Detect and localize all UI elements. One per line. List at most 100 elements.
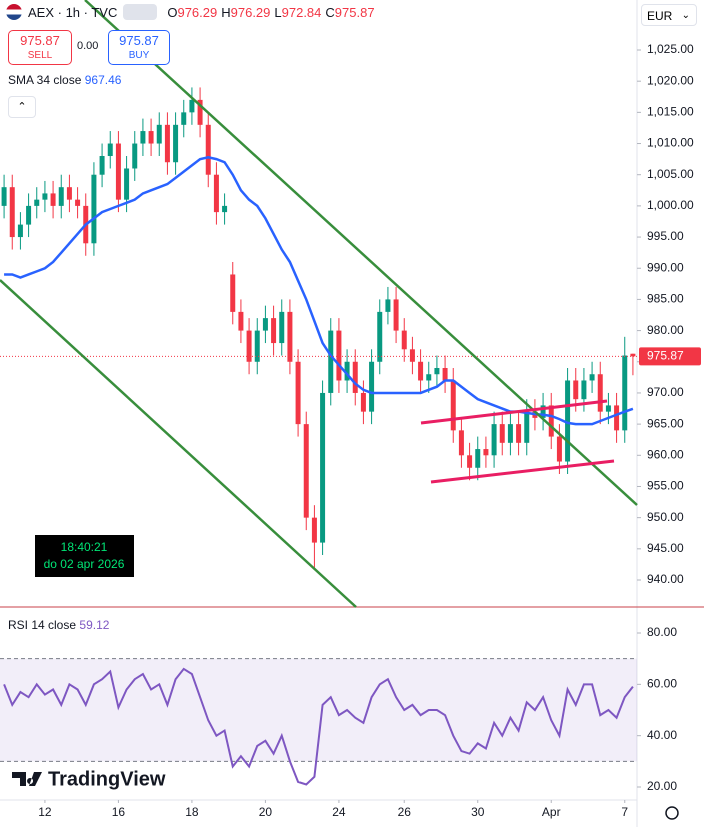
candle-body bbox=[401, 330, 407, 350]
ohlc: O976.29 H976.29 L972.84 C975.87 bbox=[163, 5, 374, 20]
buy-button[interactable]: 975.87 BUY bbox=[108, 30, 170, 65]
status-badge bbox=[123, 4, 158, 20]
x-tick-label: 16 bbox=[112, 805, 126, 819]
candle-body bbox=[156, 124, 162, 144]
x-tick-label: 30 bbox=[471, 805, 485, 819]
candle-body bbox=[205, 124, 211, 175]
candle-body bbox=[197, 99, 203, 125]
chevron: ⌄ bbox=[681, 10, 690, 21]
sma-legend: SMA 34 close 967.46 bbox=[8, 73, 121, 87]
candle-body bbox=[99, 156, 105, 175]
logo: TradingView bbox=[12, 768, 166, 790]
rsi-line bbox=[3, 667, 634, 786]
trend-line bbox=[0, 279, 357, 608]
symbol: AEX · 1h · TVC bbox=[28, 4, 118, 20]
candle-body bbox=[434, 368, 440, 375]
candle-body bbox=[246, 330, 252, 362]
candle-body bbox=[320, 392, 326, 543]
candle-body bbox=[589, 374, 595, 381]
y-tick-label: 945.00 bbox=[647, 541, 684, 555]
y-tick-label: 970.00 bbox=[647, 385, 684, 399]
y-tick-label: 1,015.00 bbox=[647, 105, 694, 119]
candle-body bbox=[140, 131, 146, 144]
candle-body bbox=[34, 199, 40, 206]
candle-body bbox=[50, 193, 56, 206]
sma-line bbox=[4, 155, 634, 426]
tooltip-date: do 02 apr 2026 bbox=[44, 557, 125, 571]
candle-body bbox=[597, 374, 603, 412]
candle-body bbox=[328, 330, 334, 393]
x-tick-label: 20 bbox=[259, 805, 273, 819]
candle-body bbox=[58, 187, 64, 206]
currency-button[interactable]: EUR ⌄ bbox=[641, 4, 697, 26]
candle-body bbox=[565, 380, 571, 462]
y-tick-label: 995.00 bbox=[647, 229, 684, 243]
candle-body bbox=[124, 168, 130, 200]
candle-body bbox=[271, 318, 277, 344]
candle-body bbox=[418, 361, 424, 381]
trend-line bbox=[84, 0, 638, 506]
channel-line bbox=[430, 459, 615, 484]
y-tick-label: 990.00 bbox=[647, 260, 684, 274]
sell-label: SELL bbox=[27, 50, 53, 61]
candle-body bbox=[507, 424, 513, 443]
channel-line bbox=[420, 399, 608, 425]
candle-body bbox=[173, 124, 179, 163]
rsi-name: RSI 14 close bbox=[8, 618, 77, 632]
candle-body bbox=[189, 99, 195, 113]
candle-body bbox=[91, 174, 97, 244]
buy-price: 975.87 bbox=[119, 33, 159, 48]
candle-body bbox=[605, 405, 611, 412]
candle-body bbox=[581, 380, 587, 400]
spread: 0.00 bbox=[77, 40, 99, 52]
candle-body bbox=[556, 436, 562, 462]
ohlc-label: O bbox=[167, 4, 178, 20]
x-tick-label: 7 bbox=[621, 805, 628, 819]
last-price-tag bbox=[639, 347, 701, 366]
y-tick-label: 960.00 bbox=[647, 447, 684, 461]
x-tick-label: 12 bbox=[38, 805, 52, 819]
ohlc-label: H bbox=[221, 4, 231, 20]
candle-body bbox=[458, 430, 464, 456]
candle-body bbox=[467, 455, 473, 468]
candle-body bbox=[287, 311, 293, 362]
flag-icon bbox=[6, 4, 22, 20]
candle-body bbox=[622, 355, 628, 431]
candle-body bbox=[295, 361, 301, 425]
ohlc-value: 972.84 bbox=[281, 4, 322, 20]
candle-body bbox=[303, 424, 309, 518]
y-tick-label: 60.00 bbox=[647, 677, 677, 691]
x-tick-label: Apr bbox=[542, 805, 561, 819]
candle-body bbox=[442, 368, 448, 381]
x-tick-label: 18 bbox=[185, 805, 199, 819]
collapse-button[interactable]: ⌃ bbox=[8, 96, 36, 118]
y-tick-label: 1,020.00 bbox=[647, 73, 694, 87]
candle-body bbox=[115, 143, 121, 200]
candle-body bbox=[548, 405, 554, 437]
currency: EUR bbox=[647, 9, 673, 23]
candle-body bbox=[377, 311, 383, 362]
candle-body bbox=[222, 205, 228, 213]
candle-body bbox=[516, 424, 522, 443]
candle-body bbox=[66, 187, 72, 200]
candle-body bbox=[630, 353, 636, 357]
tooltip-time: 18:40:21 bbox=[61, 540, 108, 554]
candle-body bbox=[181, 112, 187, 125]
logo-text: TradingView bbox=[48, 768, 166, 790]
last-price-label: 975.87 bbox=[647, 349, 684, 363]
sma-name: SMA 34 close bbox=[8, 73, 82, 87]
sell-button[interactable]: 975.87 SELL bbox=[8, 30, 72, 65]
candle-body bbox=[26, 205, 32, 225]
logo-icon bbox=[12, 772, 42, 786]
candle-body bbox=[132, 143, 138, 169]
candle-body bbox=[475, 449, 481, 468]
candle-body bbox=[311, 517, 317, 543]
candle-body bbox=[499, 424, 505, 443]
candle-body bbox=[409, 349, 415, 362]
candle-body bbox=[17, 224, 23, 238]
candle-body bbox=[238, 311, 244, 331]
candle-body bbox=[573, 380, 579, 400]
settings-icon[interactable] bbox=[665, 806, 679, 820]
ohlc-label: L bbox=[274, 4, 282, 20]
